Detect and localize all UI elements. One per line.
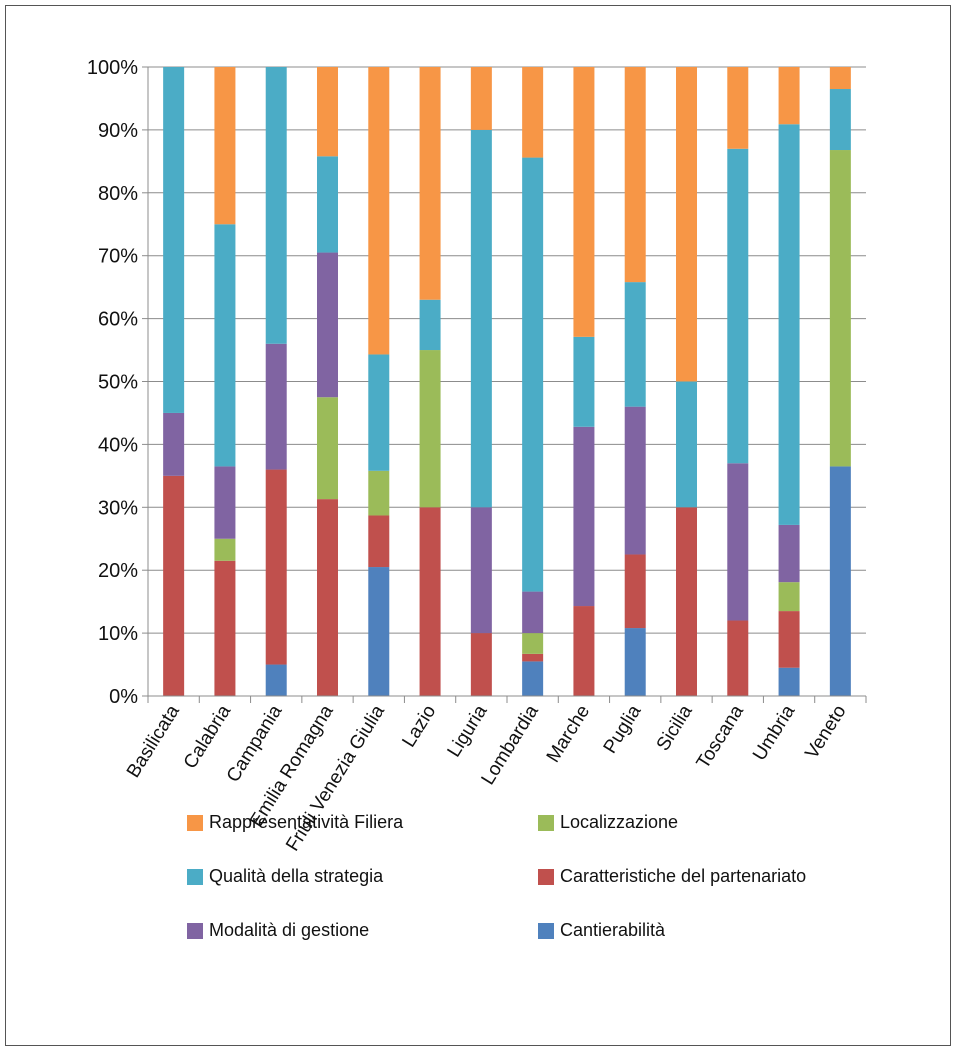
bar-segment-qualita-della-strategia [624, 282, 646, 407]
bar-segment-caratteristiche-del-partenariato [727, 620, 749, 696]
bar-segment-rappresentativita-filiera [573, 67, 595, 337]
x-tick-label: Basilicata [123, 701, 184, 781]
bar-segment-qualita-della-strategia [265, 67, 287, 344]
y-tick-label: 80% [98, 183, 138, 205]
bar-segment-qualita-della-strategia [419, 299, 441, 351]
bar-segment-caratteristiche-del-partenariato [522, 653, 544, 662]
bar-segment-modalita-di-gestione [470, 507, 492, 634]
x-tick-label: Umbria [749, 701, 799, 764]
bar-segment-caratteristiche-del-partenariato [470, 633, 492, 696]
y-tick-label: 40% [98, 434, 138, 456]
x-tick-label: Sicilia [653, 701, 697, 755]
bar-segment-localizzazione [829, 150, 851, 467]
x-tick-label: Liguria [444, 701, 492, 761]
chart-frame [5, 5, 951, 1046]
y-tick-label: 70% [98, 246, 138, 268]
bar-segment-rappresentativita-filiera [522, 67, 544, 158]
bar-segment-qualita-della-strategia [676, 381, 697, 508]
bar-segment-cantierabilita [829, 466, 851, 696]
bar-segment-qualita-della-strategia [214, 224, 236, 467]
bar-segment-rappresentativita-filiera [778, 67, 800, 125]
x-tick-label: Marche [543, 702, 594, 767]
bar-segment-rappresentativita-filiera [470, 67, 492, 130]
bar-segment-cantierabilita [778, 667, 800, 696]
bar-segment-modalita-di-gestione [317, 252, 338, 398]
axes [142, 66, 867, 703]
bar-segment-localizzazione [778, 582, 800, 612]
bar-segment-qualita-della-strategia [163, 67, 185, 413]
bar-segment-localizzazione [522, 633, 544, 654]
y-tick-label: 60% [98, 309, 138, 331]
y-tick-label: 10% [98, 623, 138, 645]
bar-segment-modalita-di-gestione [214, 466, 236, 539]
bar-segment-rappresentativita-filiera [829, 67, 851, 90]
bar-segment-localizzazione [419, 350, 441, 508]
bar-segment-modalita-di-gestione [163, 412, 185, 476]
bar-segment-qualita-della-strategia [573, 336, 595, 427]
bar-segment-caratteristiche-del-partenariato [624, 554, 646, 629]
bar-segment-caratteristiche-del-partenariato [419, 507, 441, 696]
bar-segment-caratteristiche-del-partenariato [163, 475, 185, 696]
x-tick-label: Lazio [398, 702, 440, 752]
bar-segment-cantierabilita [522, 661, 544, 696]
bar-segment-localizzazione [214, 538, 236, 561]
bar-segment-caratteristiche-del-partenariato [317, 499, 338, 696]
bar-segment-modalita-di-gestione [522, 591, 544, 634]
bar-segment-modalita-di-gestione [727, 463, 749, 621]
bar-segment-qualita-della-strategia [470, 129, 492, 508]
bar-segment-modalita-di-gestione [624, 406, 646, 555]
bar-segment-localizzazione [368, 470, 390, 516]
bar-segment-qualita-della-strategia [829, 89, 851, 151]
bar-segment-rappresentativita-filiera [727, 67, 749, 149]
bar-segment-qualita-della-strategia [522, 157, 544, 592]
y-tick-label: 0% [109, 686, 138, 708]
bars [163, 67, 851, 696]
bar-segment-localizzazione [317, 397, 338, 500]
bar-segment-qualita-della-strategia [778, 124, 800, 525]
x-tick-label: Toscana [693, 701, 749, 773]
bar-segment-qualita-della-strategia [727, 148, 749, 464]
bar-segment-cantierabilita [624, 628, 646, 696]
bar-segment-cantierabilita [368, 567, 390, 696]
bar-segment-caratteristiche-del-partenariato [265, 469, 287, 665]
y-tick-label: 20% [98, 560, 138, 582]
gridlines [148, 66, 866, 634]
bar-segment-caratteristiche-del-partenariato [676, 507, 697, 696]
bar-segment-rappresentativita-filiera [419, 67, 441, 300]
bar-segment-cantierabilita [265, 664, 287, 696]
bar-segment-rappresentativita-filiera [676, 67, 697, 382]
y-tick-labels: 0% 10% 20% 30% 40% 50% 60% 70% 80% 90% 100% [87, 57, 138, 708]
bar-segment-rappresentativita-filiera [368, 67, 390, 355]
x-tick-label: Friuli Venezia Giulia [282, 701, 389, 855]
bar-segment-caratteristiche-del-partenariato [368, 515, 390, 568]
bar-segment-rappresentativita-filiera [317, 67, 338, 157]
bar-segment-modalita-di-gestione [573, 426, 595, 607]
x-tick-label: Calabria [180, 701, 236, 773]
x-tick-label: Veneto [801, 702, 850, 763]
y-tick-label: 50% [98, 372, 138, 394]
y-tick-label: 90% [98, 120, 138, 142]
bar-segment-modalita-di-gestione [778, 524, 800, 583]
bar-segment-caratteristiche-del-partenariato [214, 560, 236, 696]
bar-segment-caratteristiche-del-partenariato [573, 606, 595, 696]
bar-segment-caratteristiche-del-partenariato [778, 611, 800, 668]
bar-segment-qualita-della-strategia [368, 354, 390, 471]
y-tick-label: 30% [98, 497, 138, 519]
bar-segment-qualita-della-strategia [317, 156, 338, 253]
bar-segment-rappresentativita-filiera [214, 67, 236, 225]
y-tick-label: 100% [87, 57, 138, 79]
bar-segment-rappresentativita-filiera [624, 67, 646, 283]
bar-segment-modalita-di-gestione [265, 343, 287, 470]
x-tick-label: Puglia [600, 701, 646, 757]
